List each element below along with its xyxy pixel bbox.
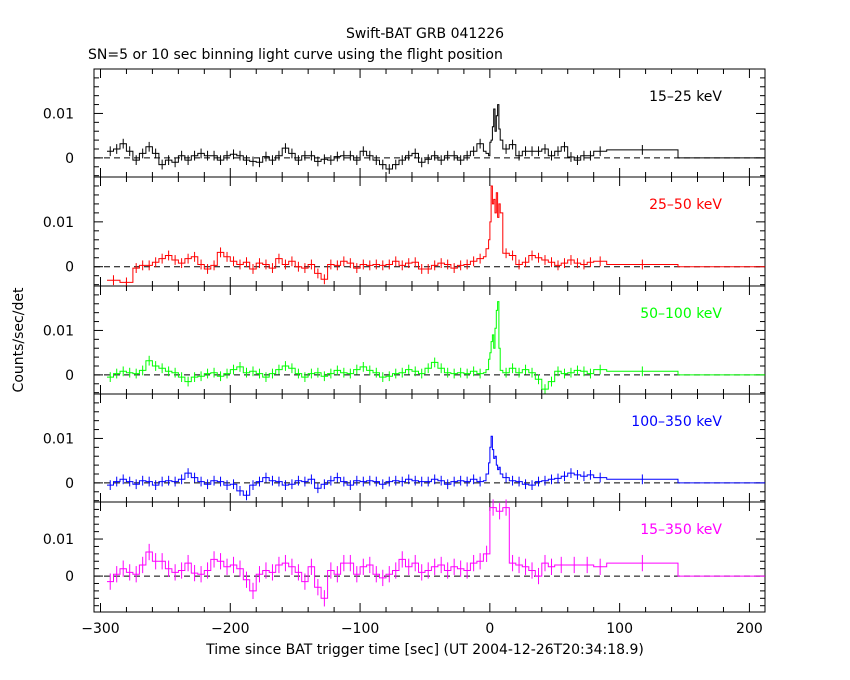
- y-tick-label: 0: [65, 569, 74, 585]
- panel-3: 0 0.01 100–350 keV: [43, 393, 766, 503]
- x-tick-label: −200: [211, 621, 249, 637]
- y-tick-label: 0.01: [43, 323, 74, 339]
- x-tick-label: 100: [606, 621, 633, 637]
- series-step-line: [107, 435, 765, 496]
- x-tick-label: 0: [485, 621, 494, 637]
- y-tick-label: 0.01: [43, 431, 74, 447]
- series-step-line: [107, 104, 765, 170]
- panel-0: 0 0.01 15–25 keV: [43, 68, 766, 178]
- y-tick-label: 0: [65, 476, 74, 492]
- panel-1: 0 0.01 25–50 keV: [43, 176, 766, 288]
- y-tick-label: 0.01: [43, 106, 74, 122]
- panel-frame: [93, 501, 766, 613]
- band-label: 15–350 keV: [640, 522, 722, 538]
- panel-4: 0 0.01 15–350 keV: [43, 499, 766, 613]
- x-tick-label: −300: [81, 621, 119, 637]
- panel-frame: [93, 68, 766, 178]
- x-tick-label: −100: [341, 621, 379, 637]
- band-label: 100–350 keV: [631, 414, 722, 430]
- band-label: 50–100 keV: [640, 306, 722, 322]
- panels-group: 0 0.01 15–25 keV 0 0.01 25–50 keV 0 0.01 50–100 …: [43, 68, 766, 613]
- y-tick-label: 0: [65, 260, 74, 276]
- panel-2: 0 0.01 50–100 keV: [43, 285, 766, 395]
- panel-frame: [93, 393, 766, 503]
- chart-subtitle: SN=5 or 10 sec binning light curve using…: [88, 47, 503, 63]
- chart-title: Swift-BAT GRB 041226: [346, 26, 504, 42]
- x-axis-label: Time since BAT trigger time [sec] (UT 20…: [205, 642, 644, 658]
- band-label: 25–50 keV: [649, 197, 722, 213]
- panel-frame: [93, 176, 766, 287]
- y-tick-label: 0.01: [43, 532, 74, 548]
- band-label: 15–25 keV: [649, 89, 722, 105]
- x-tick-label: 200: [736, 621, 763, 637]
- y-tick-label: 0: [65, 151, 74, 167]
- y-axis-label: Counts/sec/det: [11, 287, 27, 392]
- y-tick-label: 0.01: [43, 215, 74, 231]
- y-tick-label: 0: [65, 368, 74, 384]
- x-axis: −300 −200 −100 0 100 200: [81, 621, 763, 637]
